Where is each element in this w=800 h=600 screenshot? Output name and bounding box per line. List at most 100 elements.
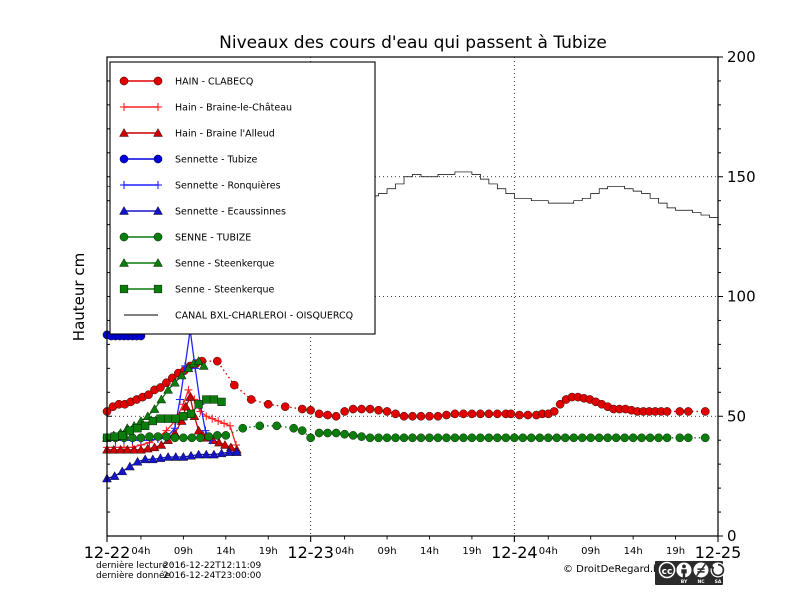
data-point bbox=[186, 450, 196, 460]
x-tick-label-hour: 04h bbox=[539, 546, 558, 557]
legend-item-canal-bxl-charleroi-oisquercq[interactable]: CANAL BXL-CHARLEROI - OISQUERCQ bbox=[124, 311, 353, 322]
data-point bbox=[594, 433, 604, 443]
x-axis-ticks: 12-22 12-23 12-24 12-25 04h 09h 14h 19h 04h 09h 14… bbox=[84, 536, 742, 562]
data-point bbox=[555, 399, 565, 409]
data-point bbox=[450, 409, 460, 419]
legend-marker-swatch bbox=[154, 103, 162, 111]
x-tick-label-hour: 14h bbox=[624, 546, 643, 557]
legend-item-sennette-ecaussinnes[interactable]: Sennette - Ecaussinnes bbox=[119, 206, 287, 218]
data-point bbox=[637, 433, 646, 443]
data-point bbox=[543, 433, 553, 443]
legend-marker-swatch bbox=[120, 181, 128, 189]
data-point bbox=[221, 431, 231, 440]
last-data-label: dernière donnée bbox=[96, 570, 171, 581]
x-tick-label-hour: 04h bbox=[335, 546, 354, 557]
data-point bbox=[365, 433, 375, 443]
data-point bbox=[459, 409, 468, 419]
data-point bbox=[208, 414, 217, 423]
legend-item-sennette-tubize[interactable]: Sennette - Tubize bbox=[119, 154, 258, 166]
data-point bbox=[214, 417, 223, 426]
data-point bbox=[175, 395, 184, 404]
data-point bbox=[136, 433, 146, 443]
legend-marker-swatch bbox=[153, 232, 163, 242]
data-point bbox=[178, 452, 189, 461]
data-point bbox=[340, 407, 349, 416]
data-point bbox=[331, 411, 341, 421]
data-point bbox=[700, 433, 710, 443]
x-tick-label-hour: 19h bbox=[462, 546, 481, 557]
data-point bbox=[306, 433, 315, 443]
creative-commons-badge[interactable]: cc BY NC SA bbox=[655, 561, 726, 585]
data-point bbox=[523, 410, 533, 420]
data-point bbox=[156, 394, 167, 404]
data-point bbox=[549, 407, 559, 416]
data-point bbox=[603, 433, 612, 443]
data-series-layer bbox=[102, 171, 718, 483]
data-point bbox=[255, 421, 265, 431]
data-point bbox=[289, 423, 298, 433]
data-point bbox=[193, 449, 204, 459]
data-point bbox=[662, 407, 672, 416]
legend-item-senne-steenkerque-tri[interactable]: Senne - Steenkerque bbox=[119, 258, 275, 270]
legend-item-hain-braine-lalleud[interactable]: Hain - Braine l'Alleud bbox=[119, 128, 275, 140]
legend-item-hain-clabecq[interactable]: HAIN - CLABECQ bbox=[119, 76, 253, 88]
data-point bbox=[331, 428, 341, 438]
data-point bbox=[314, 428, 324, 438]
data-point bbox=[493, 409, 502, 419]
data-point bbox=[467, 409, 477, 419]
data-point bbox=[216, 448, 227, 458]
data-point bbox=[645, 433, 655, 443]
legend-label: SENNE - TUBIZE bbox=[175, 233, 251, 244]
y-tick-label: 100 bbox=[727, 288, 756, 306]
data-point bbox=[156, 383, 165, 392]
x-tick-label-day: 12-23 bbox=[287, 543, 334, 562]
data-point bbox=[171, 414, 180, 423]
data-point bbox=[109, 471, 120, 480]
data-point bbox=[408, 411, 417, 421]
data-point bbox=[196, 407, 205, 416]
legend-marker-swatch bbox=[153, 284, 163, 294]
legend-marker-swatch bbox=[119, 128, 129, 137]
legend-marker-swatch bbox=[119, 154, 129, 164]
data-point bbox=[425, 411, 434, 421]
cc-sa-label: SA bbox=[715, 579, 722, 585]
data-point bbox=[493, 433, 502, 443]
data-point bbox=[306, 405, 315, 415]
data-point bbox=[450, 433, 460, 443]
data-point bbox=[179, 433, 188, 443]
legend-item-sennette-ronquieres[interactable]: Sennette - Ronquières bbox=[120, 181, 281, 192]
data-point bbox=[170, 433, 180, 443]
y-axis-ticks: 0 50 100 150 200 bbox=[107, 48, 756, 545]
chart-legend[interactable]: HAIN - CLABECQ Hain - Braine-le-Château Ha… bbox=[109, 61, 376, 335]
data-point bbox=[149, 404, 160, 413]
data-point bbox=[433, 411, 443, 421]
data-point bbox=[179, 412, 188, 421]
data-point bbox=[176, 370, 187, 380]
x-tick-label-day: 12-25 bbox=[695, 543, 742, 562]
legend-label: Sennette - Ronquières bbox=[175, 181, 281, 192]
data-point bbox=[484, 433, 494, 443]
data-point bbox=[675, 407, 685, 416]
data-point bbox=[201, 449, 212, 459]
legend-label: Hain - Braine-le-Château bbox=[175, 103, 292, 114]
legend-item-senne-tubize[interactable]: SENNE - TUBIZE bbox=[119, 232, 251, 244]
data-point bbox=[272, 421, 282, 431]
data-point bbox=[476, 433, 485, 443]
data-point bbox=[224, 447, 235, 456]
legend-item-senne-steenkerque-sq[interactable]: Senne - Steenkerque bbox=[119, 284, 274, 296]
legend-item-hain-braine-le-chateau[interactable]: Hain - Braine-le-Château bbox=[120, 103, 292, 114]
data-point bbox=[374, 405, 383, 415]
legend-marker-swatch bbox=[119, 76, 129, 86]
x-tick-label-hour: 09h bbox=[174, 546, 193, 557]
data-point bbox=[187, 433, 197, 443]
data-point bbox=[365, 404, 375, 414]
data-point bbox=[297, 426, 307, 435]
last-read-label: dernière lecture : bbox=[96, 560, 174, 571]
data-point bbox=[459, 433, 468, 443]
chart-title: Niveaux des cours d'eau qui passent à Tu… bbox=[219, 33, 607, 53]
footer-annotations: dernière lecture : 2016-12-22T12:11:09 d… bbox=[96, 560, 666, 581]
data-point bbox=[108, 444, 119, 454]
data-point bbox=[202, 412, 211, 421]
